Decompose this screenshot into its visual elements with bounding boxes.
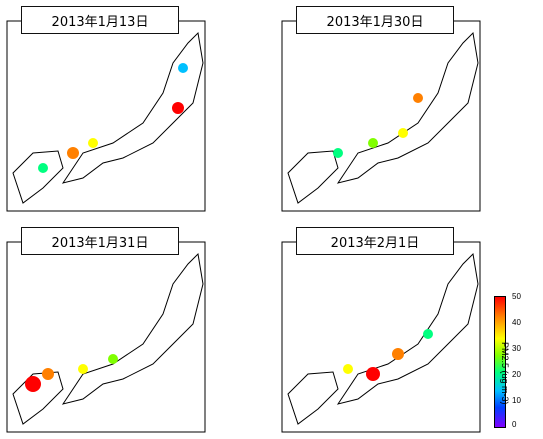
tick-label: 20 <box>512 370 521 379</box>
date-label: 2013年1月31日 <box>21 227 179 255</box>
colorbar-legend: 50 40 30 20 10 0 PM2.5 (ug m-3) <box>484 290 543 435</box>
colorbar <box>494 296 506 428</box>
map-panel-1: 2013年1月13日 <box>3 3 259 215</box>
tick-label: 50 <box>512 292 521 301</box>
date-label: 2013年2月1日 <box>296 227 454 255</box>
tick-label: 10 <box>512 396 521 405</box>
date-label: 2013年1月13日 <box>21 6 179 34</box>
japan-map-2 <box>281 20 481 212</box>
japan-map-1 <box>6 20 206 212</box>
tick-label: 40 <box>512 318 521 327</box>
legend-title: PM2.5 (ug m-3) <box>500 342 510 405</box>
tick-label: 30 <box>512 344 521 353</box>
map-panel-4: 2013年2月1日 <box>278 224 534 436</box>
tick-label: 0 <box>512 420 517 429</box>
japan-map-3 <box>6 241 206 433</box>
date-label: 2013年1月30日 <box>296 6 454 34</box>
map-panel-2: 2013年1月30日 <box>278 3 534 215</box>
map-panel-3: 2013年1月31日 <box>3 224 259 436</box>
japan-map-4 <box>281 241 481 433</box>
